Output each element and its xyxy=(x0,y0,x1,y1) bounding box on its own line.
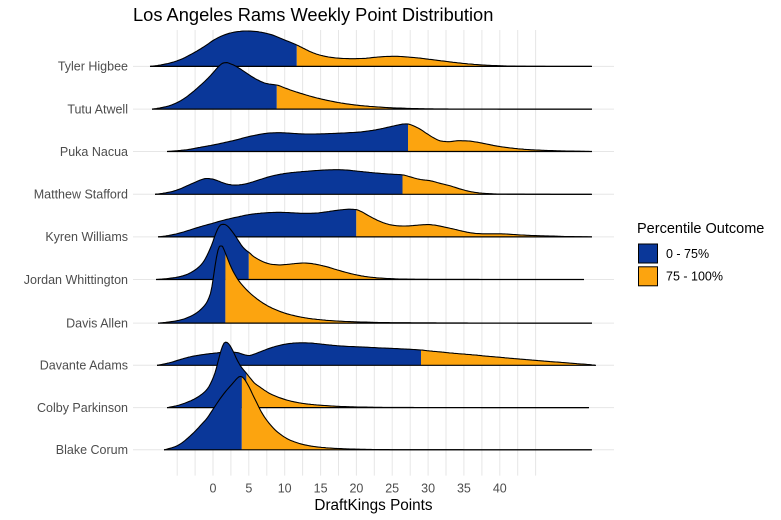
svg-text:Blake Corum: Blake Corum xyxy=(56,443,128,457)
svg-text:Davante Adams: Davante Adams xyxy=(40,359,128,373)
svg-text:25: 25 xyxy=(385,482,399,496)
svg-text:15: 15 xyxy=(314,482,328,496)
svg-text:Tyler Higbee: Tyler Higbee xyxy=(58,60,128,74)
svg-text:Puka Nacua: Puka Nacua xyxy=(60,145,128,159)
svg-text:10: 10 xyxy=(278,482,292,496)
svg-text:Jordan Whittington: Jordan Whittington xyxy=(24,273,128,287)
svg-text:Matthew Stafford: Matthew Stafford xyxy=(34,188,128,202)
svg-text:35: 35 xyxy=(457,482,471,496)
svg-text:DraftKings Points: DraftKings Points xyxy=(314,497,433,514)
svg-text:Percentile Outcome: Percentile Outcome xyxy=(637,221,764,237)
svg-text:0: 0 xyxy=(210,482,217,496)
svg-text:Davis Allen: Davis Allen xyxy=(66,316,128,330)
svg-text:75 - 100%: 75 - 100% xyxy=(666,270,723,284)
svg-text:30: 30 xyxy=(421,482,435,496)
svg-text:Kyren Williams: Kyren Williams xyxy=(45,230,128,244)
svg-text:5: 5 xyxy=(245,482,252,496)
svg-text:Tutu Atwell: Tutu Atwell xyxy=(67,102,128,116)
svg-text:Los Angeles Rams Weekly Point: Los Angeles Rams Weekly Point Distributi… xyxy=(133,4,493,25)
svg-text:40: 40 xyxy=(493,482,507,496)
svg-text:Colby Parkinson: Colby Parkinson xyxy=(37,401,128,415)
svg-text:0 - 75%: 0 - 75% xyxy=(666,247,709,261)
svg-text:20: 20 xyxy=(349,482,363,496)
